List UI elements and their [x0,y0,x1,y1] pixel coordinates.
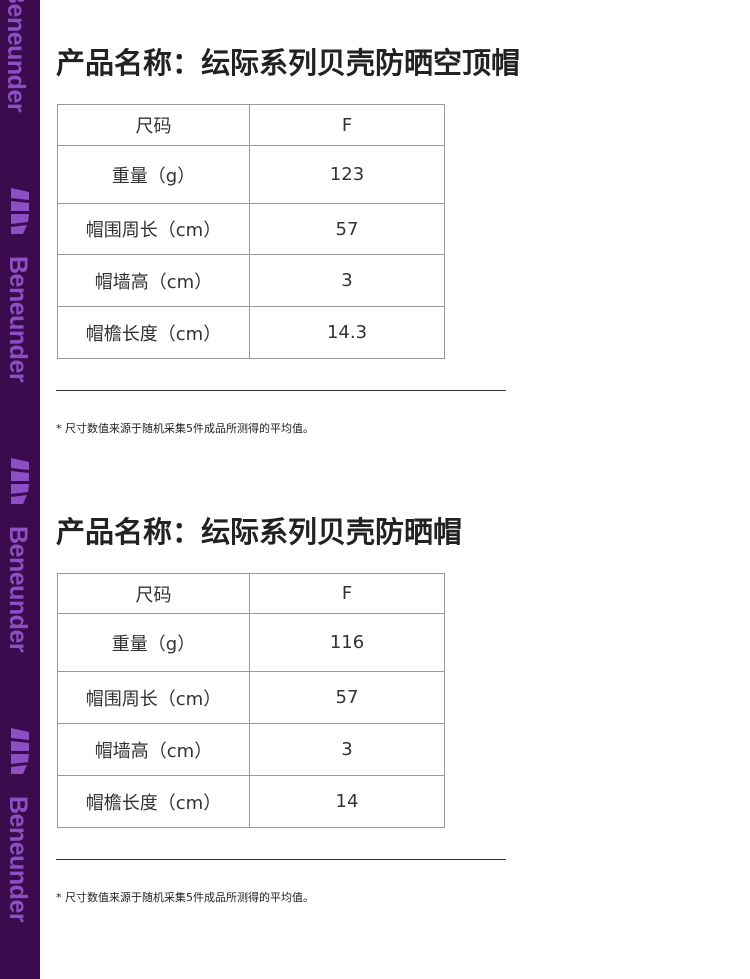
product-section: 产品名称：纭际系列贝壳防晒帽 尺码 F 重量（g） 116 帽围周长（cm） 57 帽… [56,509,506,904]
table-row: 重量（g） 116 [57,613,445,672]
header-cell: F [249,104,445,146]
table-row: 帽墙高（cm） 3 [57,254,445,307]
divider [56,390,506,391]
brand-logo-text: Beneunder [4,256,32,383]
header-cell: 尺码 [57,104,250,146]
brand-sidebar: Beneunder Beneunder Beneunder Beneunder [0,0,40,979]
header-cell: F [249,573,445,614]
table-row: 帽檐长度（cm） 14 [57,775,445,828]
brand-logo-text: Beneunder [2,0,30,113]
table-row: 帽围周长（cm） 57 [57,671,445,724]
footnote: * 尺寸数值来源于随机采集5件成品所测得的平均值。 [56,422,314,435]
brand-logo-icon [11,458,29,504]
product-title: 产品名称：纭际系列贝壳防晒帽 [56,515,463,549]
size-table: 尺码 F 重量（g） 123 帽围周长（cm） 57 帽墙高（cm） 3 帽檐长度（cm… [57,104,445,359]
header-cell: 尺码 [57,573,250,614]
divider [56,859,506,860]
table-row: 重量（g） 123 [57,145,445,204]
table-row: 帽檐长度（cm） 14.3 [57,306,445,359]
brand-logo-text: Beneunder [4,526,32,653]
size-table: 尺码 F 重量（g） 116 帽围周长（cm） 57 帽墙高（cm） 3 帽檐长度（cm… [57,573,445,828]
table-row: 帽墙高（cm） 3 [57,723,445,776]
brand-logo-text: Beneunder [4,796,32,923]
brand-logo-icon [11,728,29,774]
table-row: 帽围周长（cm） 57 [57,203,445,255]
brand-logo-icon [11,188,29,234]
product-title: 产品名称：纭际系列贝壳防晒空顶帽 [56,46,521,80]
footnote: * 尺寸数值来源于随机采集5件成品所测得的平均值。 [56,891,314,904]
product-section: 产品名称：纭际系列贝壳防晒空顶帽 尺码 F 重量（g） 123 帽围周长（cm） 57… [56,40,521,435]
